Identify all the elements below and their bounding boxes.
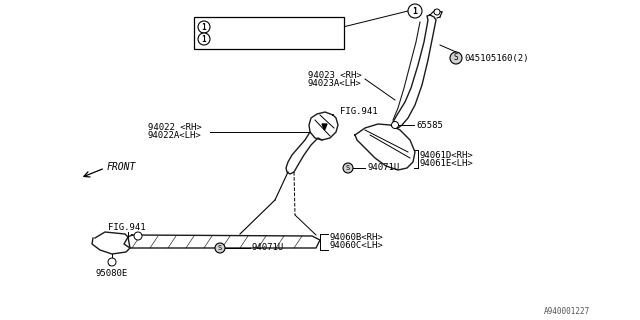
Text: S: S [454,53,458,62]
Circle shape [108,258,116,266]
Text: 94022A<LH>: 94022A<LH> [148,132,202,140]
Text: A940001227: A940001227 [544,308,590,316]
Text: 94023 <RH>: 94023 <RH> [308,70,362,79]
Text: S: S [218,245,222,251]
Text: 84985B<E0601- >: 84985B<E0601- > [213,35,294,44]
Text: 1: 1 [202,22,206,31]
Circle shape [408,4,422,18]
Text: 86387 < -E0601>: 86387 < -E0601> [213,22,294,31]
Circle shape [134,232,142,240]
Text: 94060C<LH>: 94060C<LH> [330,242,384,251]
Text: 94023A<LH>: 94023A<LH> [308,78,362,87]
Circle shape [392,122,399,129]
Circle shape [434,9,440,15]
Text: 1: 1 [413,6,417,15]
Text: 95080E: 95080E [96,269,128,278]
Text: S: S [346,165,350,171]
Text: FIG.941: FIG.941 [108,223,146,233]
Polygon shape [322,124,327,130]
Text: 045105160(2): 045105160(2) [464,53,529,62]
Text: FIG.941: FIG.941 [340,108,378,116]
Text: 1: 1 [202,35,206,44]
Text: 94071U: 94071U [367,164,399,172]
Text: 94022 <RH>: 94022 <RH> [148,124,202,132]
FancyBboxPatch shape [194,17,344,49]
Circle shape [198,21,210,33]
Circle shape [450,52,462,64]
Text: 94060B<RH>: 94060B<RH> [330,234,384,243]
Circle shape [215,243,225,253]
Text: 65585: 65585 [416,121,443,130]
Text: 94061D<RH>: 94061D<RH> [420,150,474,159]
Text: 94061E<LH>: 94061E<LH> [420,158,474,167]
Text: FRONT: FRONT [107,162,136,172]
Text: 94071U: 94071U [252,244,284,252]
Circle shape [343,163,353,173]
Circle shape [198,33,210,45]
